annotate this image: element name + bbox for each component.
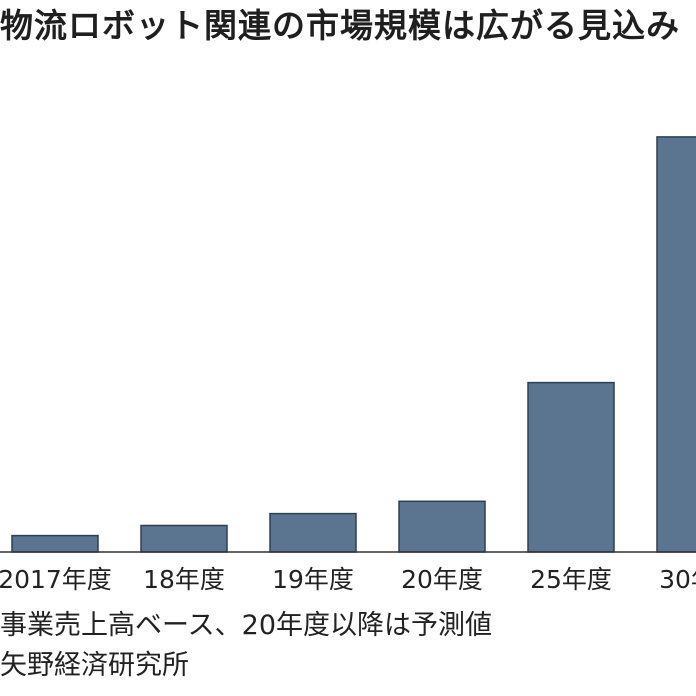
- bar-2: [269, 512, 357, 553]
- bar-0: [11, 534, 99, 553]
- chart-title: 物流ロボット関連の市場規模は広がる見込み: [0, 6, 680, 45]
- x-tick-label: 2017年度: [0, 565, 112, 594]
- x-tick-label: 25年度: [530, 565, 612, 594]
- tick-labels-group: 2017年度 18年度 19年度 20年度 25年度 30年度: [0, 565, 696, 594]
- basis-note-text: 事業売上高ベース、20年度以降は予測値: [0, 610, 493, 641]
- source-note: 矢野経済研究所: [0, 649, 696, 683]
- bar-3: [398, 500, 486, 553]
- x-tick-label: 18年度: [143, 565, 225, 594]
- bars-group: [11, 136, 696, 553]
- basis-note: 事業売上高ベース、20年度以降は予測値: [0, 609, 696, 643]
- bar-1: [140, 524, 228, 553]
- x-tick-label: 19年度: [272, 565, 354, 594]
- source-note-text: 矢野経済研究所: [0, 650, 189, 681]
- bar-4: [527, 381, 615, 553]
- x-tick-label: 30年度: [659, 565, 696, 594]
- x-tick-label: 20年度: [401, 565, 483, 594]
- bar-5: [656, 136, 696, 553]
